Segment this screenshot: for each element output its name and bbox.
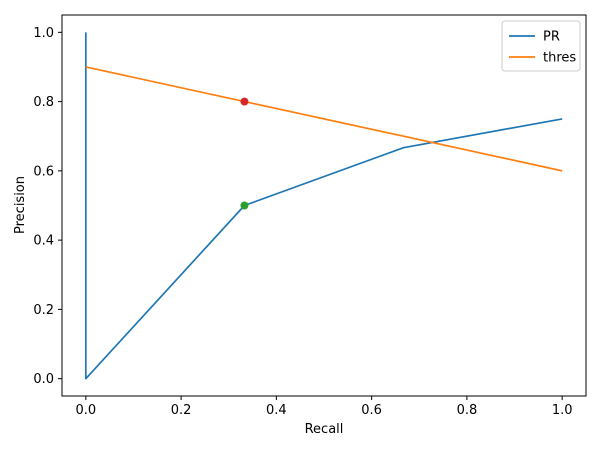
data-point-marker bbox=[240, 97, 249, 106]
legend-label-PR: PR bbox=[543, 30, 560, 45]
series-line-thres bbox=[85, 66, 563, 172]
marker-layer bbox=[240, 97, 249, 210]
plot-area-border bbox=[61, 14, 587, 397]
x-tick-label: 0.0 bbox=[75, 403, 96, 418]
y-axis-label: Precision bbox=[13, 176, 28, 234]
series-layer bbox=[84, 32, 563, 380]
series-line-PR bbox=[84, 32, 563, 380]
y-tick-label: 0.6 bbox=[33, 164, 54, 179]
x-axis-label: Recall bbox=[305, 422, 344, 437]
data-point-marker bbox=[240, 201, 249, 210]
legend-label-thres: thres bbox=[543, 51, 576, 66]
x-tick-label: 0.8 bbox=[457, 403, 478, 418]
legend-box bbox=[501, 20, 581, 72]
x-tick-label: 0.6 bbox=[361, 403, 382, 418]
legend: PR thres bbox=[501, 20, 581, 72]
x-tick-label: 1.0 bbox=[552, 403, 573, 418]
x-axis-ticks: 0.0 0.2 0.4 0.6 0.8 1.0 bbox=[75, 396, 573, 418]
y-axis-ticks: 0.0 0.2 0.4 0.6 0.8 1.0 bbox=[33, 26, 62, 387]
axes-frame bbox=[61, 14, 587, 397]
x-tick-label: 0.4 bbox=[266, 403, 287, 418]
y-tick-label: 0.4 bbox=[33, 234, 54, 249]
y-tick-label: 0.8 bbox=[33, 95, 54, 110]
y-tick-label: 1.0 bbox=[33, 26, 54, 41]
y-tick-label: 0.0 bbox=[33, 372, 54, 387]
y-tick-label: 0.2 bbox=[33, 303, 54, 318]
x-tick-label: 0.2 bbox=[171, 403, 192, 418]
